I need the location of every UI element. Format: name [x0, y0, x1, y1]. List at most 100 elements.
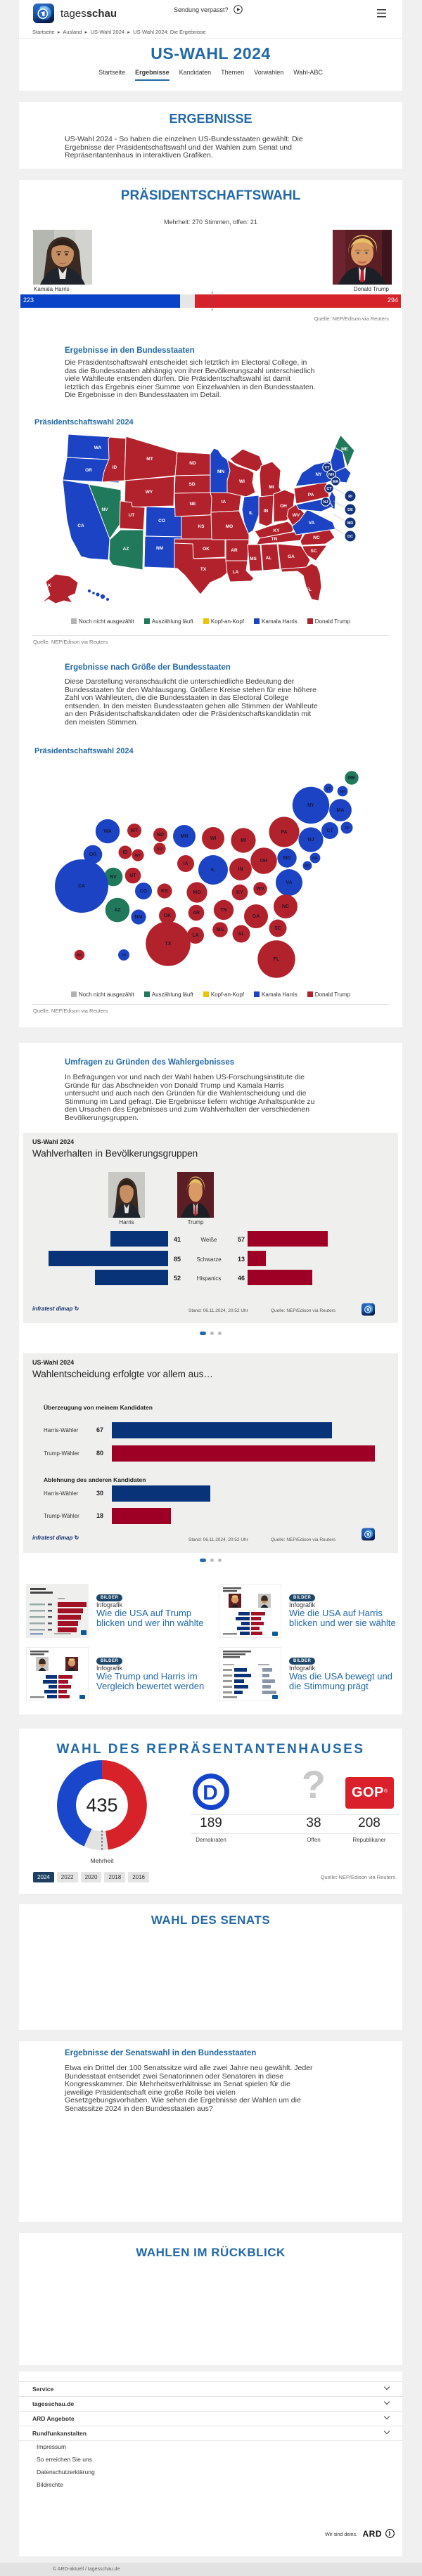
svg-text:NJ: NJ	[323, 500, 328, 505]
svg-text:IL: IL	[249, 511, 253, 516]
svg-text:WY: WY	[135, 854, 141, 858]
svg-text:SD: SD	[188, 482, 195, 487]
svg-text:SC: SC	[310, 549, 316, 554]
svg-text:VA: VA	[309, 521, 315, 526]
svg-text:TN: TN	[220, 908, 226, 913]
svg-text:MN: MN	[217, 469, 224, 474]
svg-text:PA: PA	[281, 830, 287, 835]
svg-text:MA: MA	[333, 480, 339, 484]
svg-text:DC: DC	[347, 535, 353, 539]
svg-text:NJ: NJ	[308, 838, 314, 843]
svg-text:WA: WA	[103, 829, 111, 834]
svg-text:IN: IN	[238, 867, 243, 872]
svg-text:ND: ND	[189, 461, 196, 466]
svg-text:NY: NY	[315, 472, 322, 477]
svg-text:NC: NC	[313, 535, 320, 540]
svg-text:WA: WA	[94, 445, 102, 450]
svg-text:CO: CO	[140, 889, 148, 894]
svg-text:AK: AK	[44, 583, 51, 588]
svg-text:TX: TX	[165, 942, 172, 947]
svg-text:AZ: AZ	[114, 908, 121, 913]
svg-text:VT: VT	[326, 787, 331, 791]
svg-text:NM: NM	[156, 546, 163, 551]
svg-text:D: D	[203, 1781, 218, 1804]
svg-text:FL: FL	[306, 587, 312, 592]
svg-text:MO: MO	[226, 524, 233, 529]
svg-text:NE: NE	[189, 502, 196, 507]
svg-text:DE: DE	[347, 508, 353, 512]
svg-text:KY: KY	[236, 890, 243, 895]
svg-text:NV: NV	[110, 875, 117, 880]
svg-text:NH: NH	[340, 790, 345, 794]
svg-text:MA: MA	[337, 808, 345, 813]
svg-text:DE: DE	[312, 857, 318, 861]
svg-text:NC: NC	[282, 904, 289, 909]
svg-text:OR: OR	[89, 852, 97, 857]
svg-text:GA: GA	[288, 554, 295, 559]
svg-text:CA: CA	[77, 523, 84, 528]
svg-text:WY: WY	[146, 490, 153, 495]
svg-text:MS: MS	[250, 557, 257, 561]
svg-text:AR: AR	[193, 911, 200, 916]
svg-text:IN: IN	[264, 509, 269, 514]
svg-text:LA: LA	[192, 933, 198, 938]
svg-text:IA: IA	[184, 861, 188, 866]
svg-text:UT: UT	[129, 513, 135, 518]
svg-text:CO: CO	[158, 519, 165, 523]
svg-text:OK: OK	[203, 547, 210, 552]
svg-text:MT: MT	[146, 457, 153, 462]
svg-text:NH: NH	[328, 473, 334, 477]
svg-text:KS: KS	[161, 889, 168, 894]
svg-text:PA: PA	[308, 493, 314, 497]
svg-text:OH: OH	[260, 859, 268, 864]
svg-text:KY: KY	[273, 528, 280, 533]
svg-text:AZ: AZ	[123, 547, 129, 552]
svg-text:IA: IA	[222, 500, 226, 505]
svg-text:RI: RI	[348, 495, 352, 499]
svg-text:CT: CT	[326, 828, 333, 833]
svg-text:NY: NY	[307, 803, 314, 808]
svg-text:GA: GA	[252, 914, 260, 919]
svg-text:WV: WV	[293, 513, 300, 518]
svg-text:OK: OK	[164, 913, 172, 918]
svg-text:FL: FL	[274, 957, 280, 962]
svg-text:AR: AR	[231, 548, 238, 553]
svg-text:ME: ME	[341, 447, 348, 452]
svg-text:MS: MS	[217, 928, 224, 932]
svg-text:WI: WI	[239, 479, 245, 484]
svg-text:NV: NV	[101, 507, 108, 512]
svg-text:WV: WV	[256, 887, 264, 892]
svg-text:SD: SD	[157, 847, 162, 852]
svg-text:HI: HI	[122, 954, 126, 958]
svg-text:VA: VA	[286, 880, 292, 885]
svg-text:KS: KS	[198, 524, 205, 529]
svg-text:TX: TX	[200, 567, 207, 572]
svg-text:WI: WI	[210, 836, 217, 841]
svg-text:CA: CA	[78, 884, 85, 889]
svg-text:LA: LA	[233, 570, 239, 575]
svg-text:ME: ME	[348, 776, 356, 781]
svg-text:DC: DC	[305, 864, 310, 869]
svg-text:RI: RI	[345, 826, 349, 831]
svg-text:TN: TN	[271, 537, 278, 542]
svg-text:IL: IL	[211, 868, 216, 873]
svg-text:MI: MI	[269, 485, 274, 490]
svg-text:OH: OH	[280, 504, 287, 509]
svg-text:MT: MT	[131, 828, 139, 833]
svg-text:CT: CT	[326, 487, 332, 491]
svg-text:AK: AK	[77, 954, 82, 958]
svg-text:SC: SC	[274, 926, 281, 931]
svg-text:OR: OR	[85, 468, 92, 473]
svg-text:435: 435	[86, 1795, 117, 1816]
svg-text:UT: UT	[129, 873, 136, 878]
svg-text:MD: MD	[347, 521, 354, 526]
svg-text:MO: MO	[193, 890, 201, 895]
svg-text:NM: NM	[135, 915, 143, 920]
svg-text:ID: ID	[123, 850, 128, 855]
svg-text:VT: VT	[324, 466, 330, 470]
svg-text:ID: ID	[113, 465, 117, 470]
svg-text:MD: MD	[283, 856, 291, 861]
svg-text:AL: AL	[266, 556, 272, 561]
svg-text:MN: MN	[181, 834, 188, 839]
svg-text:ND: ND	[157, 833, 164, 838]
